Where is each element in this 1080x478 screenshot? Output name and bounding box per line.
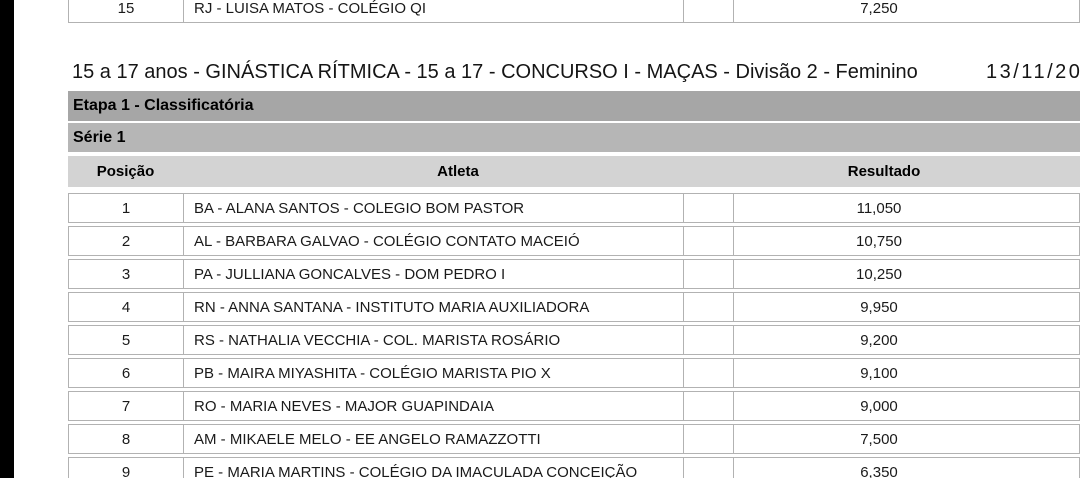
table-row: 2 AL - BARBARA GALVAO - COLÉGIO CONTATO …: [68, 226, 1080, 256]
table-row: 4 RN - ANNA SANTANA - INSTITUTO MARIA AU…: [68, 292, 1080, 322]
column-header-result: Resultado: [847, 163, 921, 180]
cell-athlete: RS - NATHALIA VECCHIA - COL. MARISTA ROS…: [183, 326, 683, 354]
table-row: 9 PE - MARIA MARTINS - COLÉGIO DA IMACUL…: [68, 457, 1080, 478]
cell-position: 5: [121, 331, 131, 349]
cell-position: 4: [121, 298, 131, 316]
cell-result: 10,250: [733, 260, 1079, 288]
table-row: 3 PA - JULLIANA GONCALVES - DOM PEDRO I …: [68, 259, 1080, 289]
cell-empty: [683, 293, 733, 321]
cell-result: 7,500: [733, 425, 1079, 453]
page-title: 15 a 17 anos - GINÁSTICA RÍTMICA - 15 a …: [72, 61, 918, 83]
cell-empty: [683, 227, 733, 255]
table-row: 8 AM - MIKAELE MELO - EE ANGELO RAMAZZOT…: [68, 424, 1080, 454]
table-row: 5 RS - NATHALIA VECCHIA - COL. MARISTA R…: [68, 325, 1080, 355]
cell-empty: [683, 0, 733, 22]
cell-athlete: PA - JULLIANA GONCALVES - DOM PEDRO I: [183, 260, 683, 288]
cell-athlete: PB - MAIRA MIYASHITA - COLÉGIO MARISTA P…: [183, 359, 683, 387]
date-label: 13/11/20: [986, 61, 1080, 83]
cell-empty: [683, 260, 733, 288]
page-edge-strip: [0, 0, 14, 478]
cell-athlete: AL - BARBARA GALVAO - COLÉGIO CONTATO MA…: [183, 227, 683, 255]
cell-position: 1: [121, 199, 131, 217]
cell-position: 3: [121, 265, 131, 283]
cell-result: 9,100: [733, 359, 1079, 387]
cell-position: 15: [117, 0, 135, 17]
series-header-bar: Série 1: [68, 123, 1080, 152]
cell-athlete: PE - MARIA MARTINS - COLÉGIO DA IMACULAD…: [183, 458, 683, 478]
cell-result: 9,000: [733, 392, 1079, 420]
cell-empty: [683, 359, 733, 387]
cell-empty: [683, 326, 733, 354]
cell-position: 8: [121, 430, 131, 448]
cell-athlete: BA - ALANA SANTOS - COLEGIO BOM PASTOR: [183, 194, 683, 222]
table-row: 6 PB - MAIRA MIYASHITA - COLÉGIO MARISTA…: [68, 358, 1080, 388]
cell-result: 10,750: [733, 227, 1079, 255]
cell-result: 6,350: [733, 458, 1079, 478]
cell-athlete: RO - MARIA NEVES - MAJOR GUAPINDAIA: [183, 392, 683, 420]
cell-position: 2: [121, 232, 131, 250]
stage-header-bar: Etapa 1 - Classificatória: [68, 91, 1080, 121]
cell-empty: [683, 194, 733, 222]
cell-result: 7,250: [733, 0, 1079, 22]
cell-empty: [683, 392, 733, 420]
table-header-row: Posição Atleta Resultado: [68, 156, 1080, 187]
column-header-position: Posição: [96, 163, 155, 180]
column-header-athlete: Atleta: [437, 163, 479, 180]
cell-position: 6: [121, 364, 131, 382]
cell-athlete: RN - ANNA SANTANA - INSTITUTO MARIA AUXI…: [183, 293, 683, 321]
cell-empty: [683, 458, 733, 478]
cell-position: 9: [121, 463, 131, 478]
cell-athlete: AM - MIKAELE MELO - EE ANGELO RAMAZZOTTI: [183, 425, 683, 453]
cell-athlete: RJ - LUISA MATOS - COLÉGIO QI: [183, 0, 683, 22]
cell-empty: [683, 425, 733, 453]
cell-result: 9,950: [733, 293, 1079, 321]
table-row: 7 RO - MARIA NEVES - MAJOR GUAPINDAIA 9,…: [68, 391, 1080, 421]
cell-position: 7: [121, 397, 131, 415]
cell-result: 9,200: [733, 326, 1079, 354]
cell-result: 11,050: [733, 194, 1079, 222]
table-row: 1 BA - ALANA SANTOS - COLEGIO BOM PASTOR…: [68, 193, 1080, 223]
previous-table-row: 15 RJ - LUISA MATOS - COLÉGIO QI 7,250: [68, 0, 1080, 23]
